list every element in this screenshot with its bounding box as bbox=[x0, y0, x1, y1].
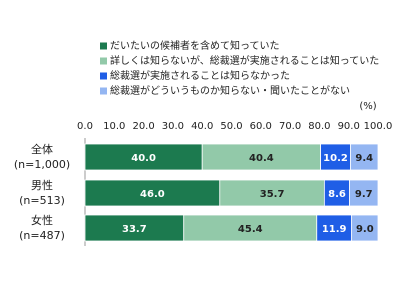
legend-marker bbox=[100, 72, 107, 80]
legend-label: だいたいの候補者を含めて知っていた bbox=[110, 39, 280, 52]
value-label: 9.0 bbox=[356, 224, 374, 235]
bar-segment bbox=[323, 179, 350, 207]
category-label: 男性 (n=513) bbox=[19, 179, 65, 207]
value-label: 35.7 bbox=[260, 189, 285, 200]
bar-segment bbox=[84, 179, 221, 207]
x-tick-label: 40.0 bbox=[191, 121, 213, 132]
bar-segment bbox=[349, 179, 379, 207]
bar-segment bbox=[219, 179, 325, 207]
value-label: 8.6 bbox=[328, 189, 346, 200]
legend-label: 総裁選が実施されることは知らなかった bbox=[110, 69, 290, 82]
value-label: 11.9 bbox=[322, 224, 347, 235]
category-label: 全体 (n=1,000) bbox=[13, 143, 71, 171]
value-label: 45.4 bbox=[238, 224, 263, 235]
bar-segment bbox=[320, 143, 351, 171]
x-tick-label: 10.0 bbox=[103, 121, 125, 132]
x-tick-label: 30.0 bbox=[162, 121, 184, 132]
bar-segment bbox=[350, 143, 379, 171]
legend-marker bbox=[100, 87, 107, 95]
value-label: 40.0 bbox=[131, 153, 156, 164]
x-tick-label: 0.0 bbox=[77, 121, 93, 132]
x-tick-label: 60.0 bbox=[250, 121, 272, 132]
value-label: 40.4 bbox=[249, 153, 274, 164]
bar-segment bbox=[201, 143, 321, 171]
legend-marker bbox=[100, 57, 107, 65]
legend-label: 総裁選がどういうものか知らない・聞いたことがない bbox=[110, 84, 350, 97]
bar-segment bbox=[351, 214, 379, 242]
unit-label: (%) bbox=[359, 101, 376, 112]
x-tick-label: 90.0 bbox=[338, 121, 360, 132]
x-tick-label: 80.0 bbox=[308, 121, 330, 132]
legend-marker bbox=[100, 42, 107, 50]
x-tick-label: 70.0 bbox=[279, 121, 301, 132]
value-label: 10.2 bbox=[323, 153, 348, 164]
value-label: 46.0 bbox=[140, 189, 165, 200]
value-label: 9.4 bbox=[355, 153, 373, 164]
category-label: 女性 (n=487) bbox=[19, 214, 65, 242]
x-tick-label: 20.0 bbox=[132, 121, 154, 132]
x-tick-label: 50.0 bbox=[220, 121, 242, 132]
x-tick-label: 100.0 bbox=[364, 121, 393, 132]
bar-segment bbox=[84, 214, 185, 242]
legend-label: 詳しくは知らないが、総裁選が実施されることは知っていた bbox=[110, 54, 379, 67]
bar-segment bbox=[183, 214, 318, 242]
value-label: 9.7 bbox=[355, 189, 373, 200]
value-label: 33.7 bbox=[122, 224, 147, 235]
